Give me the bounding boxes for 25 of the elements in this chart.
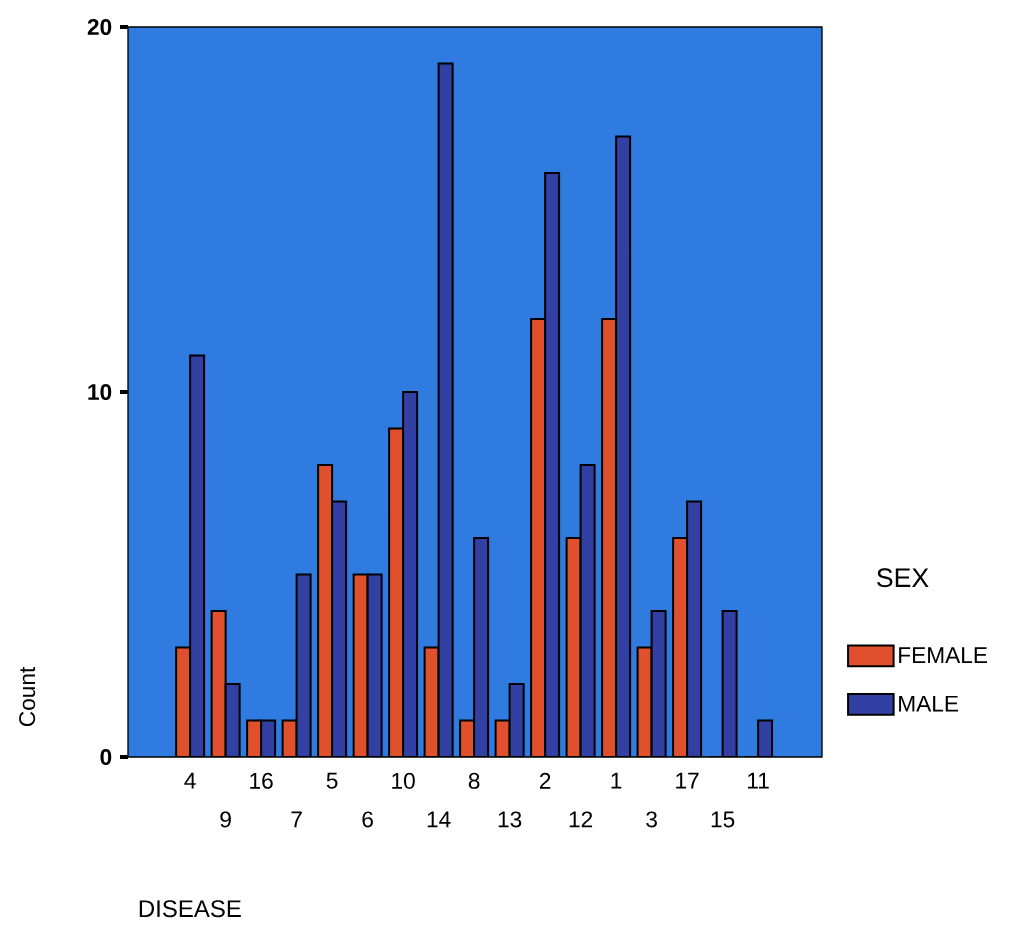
x-tick-label: 6 [362, 811, 373, 828]
y-tick-label: 10 [88, 383, 112, 401]
y-axis-title: Count [19, 666, 36, 727]
x-tick-label: 8 [468, 772, 480, 789]
x-tick-label: 10 [392, 772, 415, 789]
x-axis-title: DISEASE [139, 900, 241, 918]
x-tick-label: 17 [676, 772, 699, 789]
x-tick-label: 14 [427, 811, 451, 828]
y-tick-label: 20 [87, 18, 112, 36]
x-tick-label: 7 [291, 811, 302, 828]
x-tick-label: 5 [326, 772, 338, 789]
legend-title: SEX [877, 568, 929, 588]
x-tick-label: 13 [498, 811, 522, 828]
x-tick-label: 11 [748, 772, 769, 789]
y-tick-label: 0 [100, 748, 112, 766]
x-tick-label: 2 [539, 772, 551, 789]
x-tick-label: 16 [250, 772, 273, 789]
legend-label: FEMALE [899, 647, 987, 663]
x-tick-label: 9 [220, 811, 231, 828]
x-tick-label: 12 [569, 811, 593, 828]
x-tick-label: 15 [711, 811, 735, 828]
x-tick-label: 1 [611, 772, 622, 789]
x-tick-label: 4 [184, 772, 196, 789]
legend-label: MALE [899, 695, 959, 712]
x-tick-label: 3 [646, 811, 657, 828]
